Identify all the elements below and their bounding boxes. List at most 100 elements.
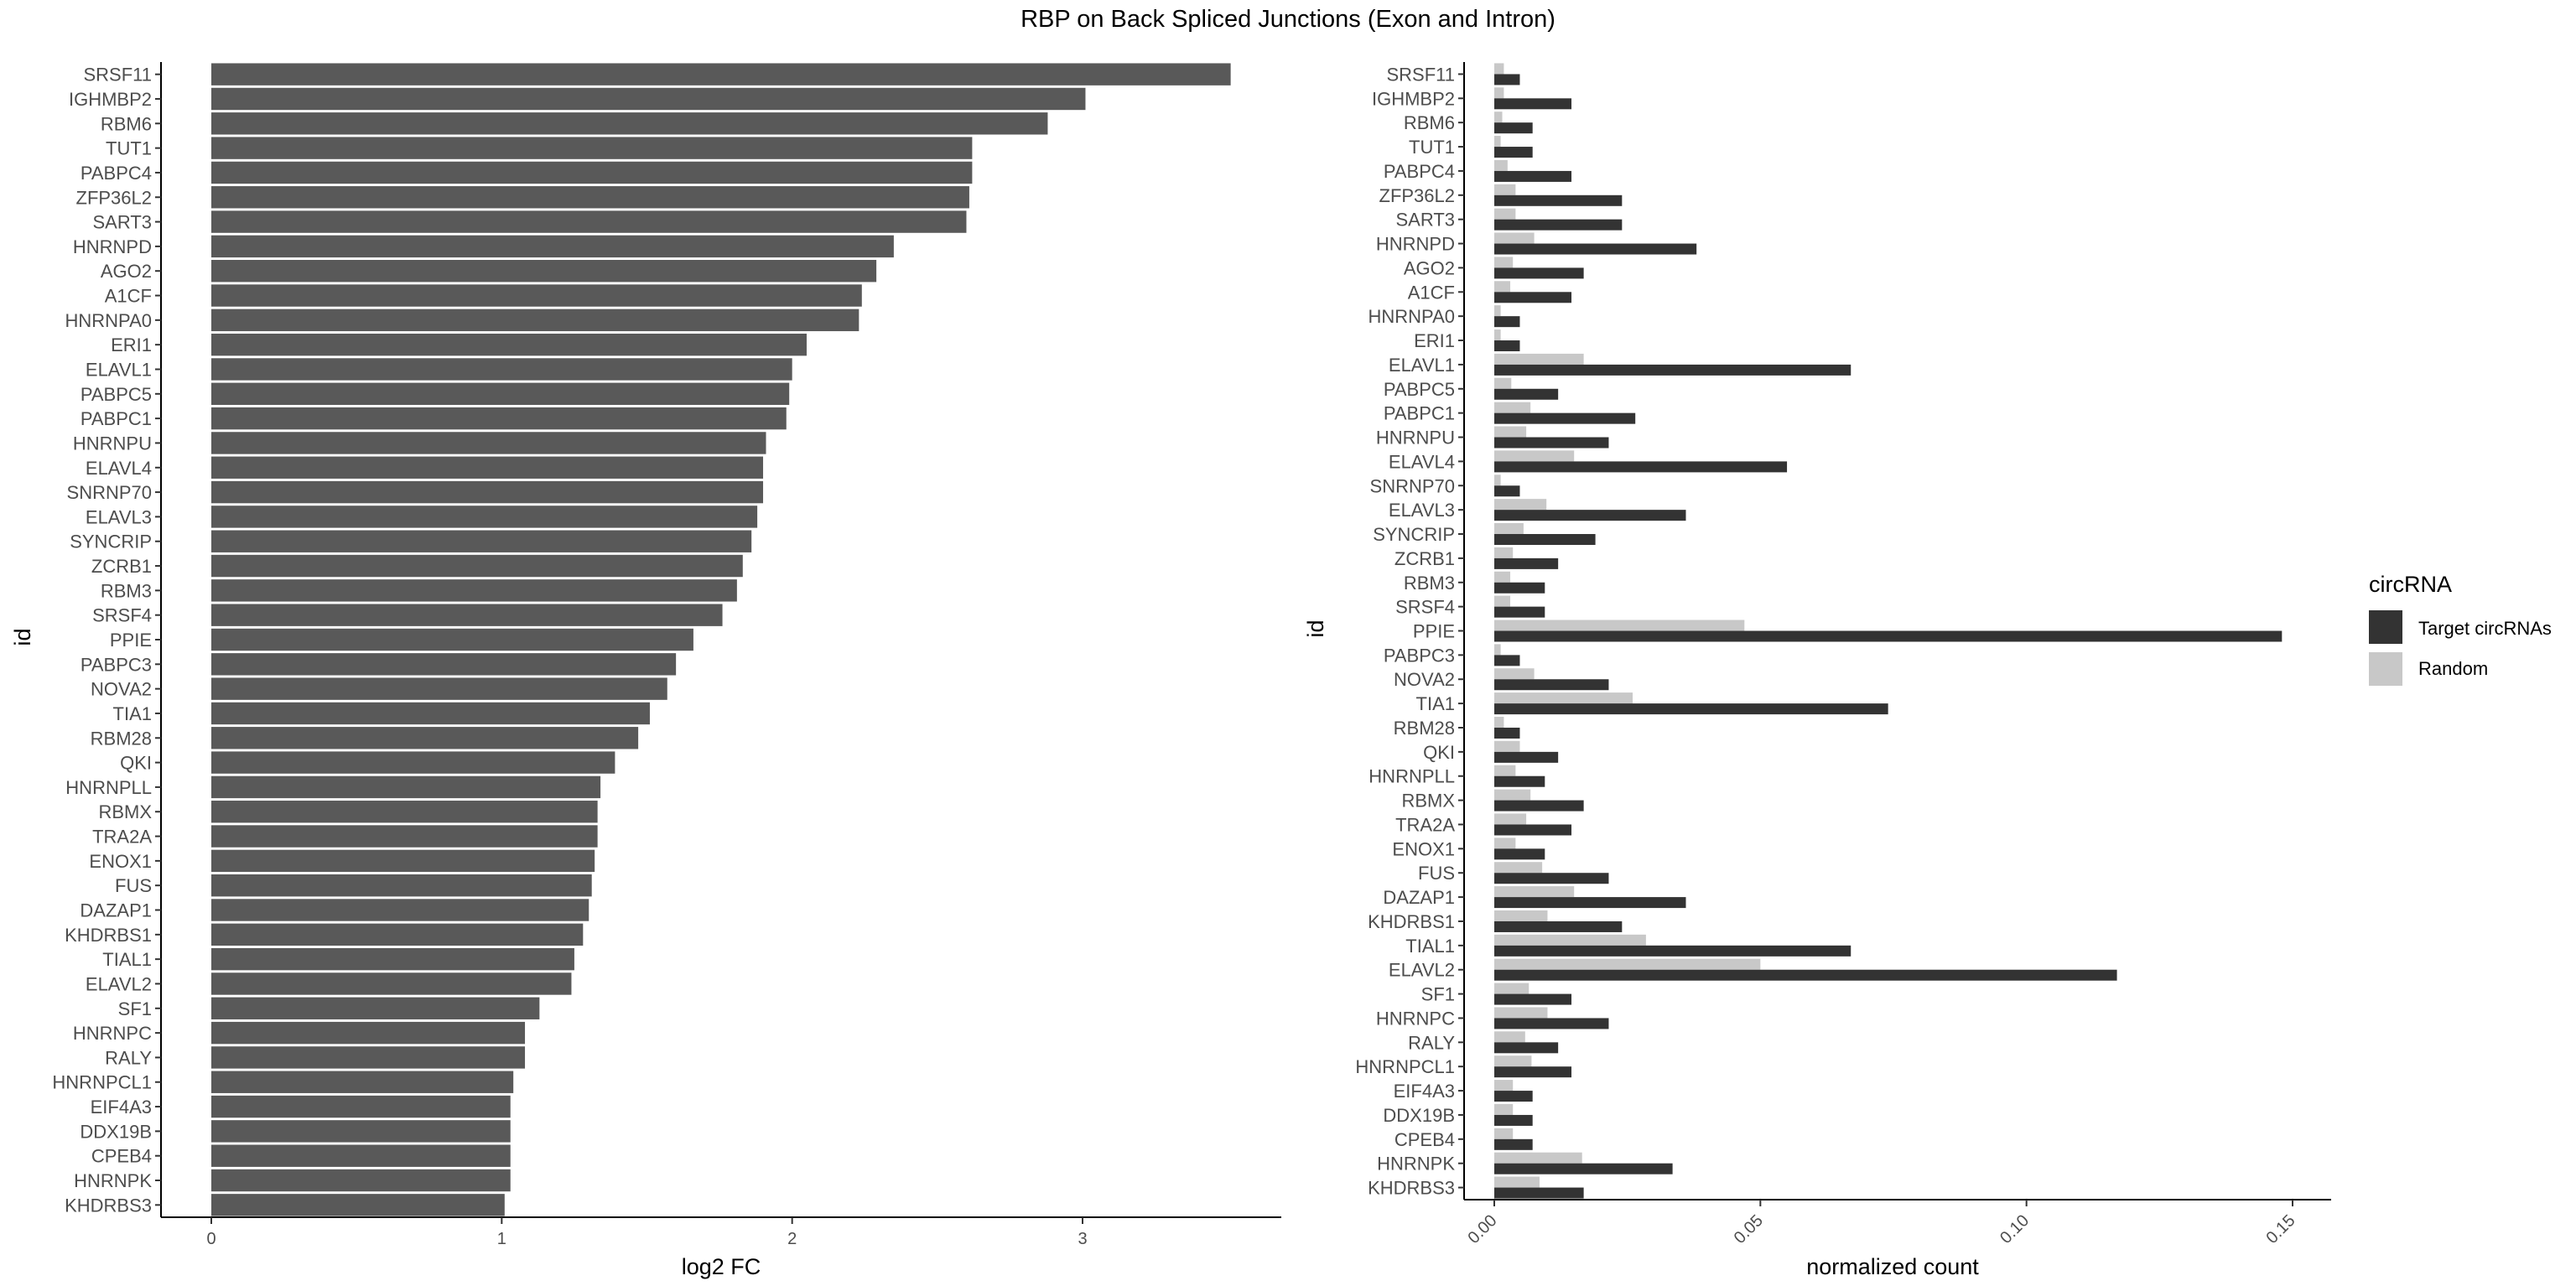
- bar-pabpc5: [211, 382, 790, 406]
- bar-enox1: [211, 849, 595, 873]
- bar-random-raly: [1494, 1031, 1525, 1043]
- y-tick-label-a1cf: A1CF: [105, 286, 152, 307]
- bar-random-cpeb4: [1494, 1128, 1514, 1139]
- bar-random-ago2: [1494, 257, 1514, 268]
- bar-random-pabpc3: [1494, 644, 1501, 656]
- bar-random-srsf11: [1494, 63, 1504, 75]
- bar-target-srsf11: [1494, 74, 1520, 86]
- bar-random-khdrbs1: [1494, 910, 1548, 921]
- bar-target-tial1: [1494, 945, 1852, 957]
- y-tick-label-tut1: TUT1: [1409, 137, 1455, 158]
- bar-random-hnrnpa0: [1494, 305, 1501, 317]
- bar-syncrip: [211, 530, 752, 552]
- bar-random-pabpc5: [1494, 377, 1512, 389]
- y-tick-label-a1cf: A1CF: [1408, 282, 1455, 303]
- bar-target-elavl2: [1494, 969, 2117, 981]
- bar-ppie: [211, 628, 693, 651]
- bar-hnrnpk: [211, 1169, 511, 1192]
- y-tick-label-zfp36l2: ZFP36L2: [1379, 185, 1456, 206]
- bar-random-tut1: [1494, 136, 1501, 148]
- left-panel: id log2 FC SRSF11 IGHMBP2 RBM6 TUT1 PABPC4 ZF…: [10, 62, 1281, 1279]
- bar-target-qki: [1494, 751, 1559, 763]
- bar-target-tra2a: [1494, 824, 1572, 836]
- bar-target-elavl1: [1494, 364, 1852, 376]
- bar-target-pabpc5: [1494, 388, 1559, 400]
- bar-random-hnrnpll: [1494, 765, 1516, 776]
- bar-a1cf: [211, 284, 862, 307]
- legend-label-target: Target circRNAs: [2418, 618, 2552, 639]
- bar-random-eif4a3: [1494, 1080, 1514, 1092]
- bar-target-a1cf: [1494, 292, 1572, 303]
- y-tick-label-tra2a: TRA2A: [1395, 814, 1455, 835]
- y-tick-label-elavl1: ELAVL1: [1389, 355, 1455, 376]
- bar-target-hnrnpd: [1494, 243, 1697, 255]
- bar-target-syncrip: [1494, 534, 1596, 546]
- legend-key-target: [2369, 610, 2402, 644]
- y-tick-label-elavl1: ELAVL1: [86, 359, 152, 380]
- bar-target-dazap1: [1494, 897, 1686, 909]
- y-tick-label-sf1: SF1: [1421, 984, 1455, 1005]
- bar-random-ighmbp2: [1494, 87, 1504, 99]
- left-y-axis-title: id: [10, 628, 35, 646]
- y-tick-label-zcrb1: ZCRB1: [91, 556, 152, 577]
- y-tick-label-rbm28: RBM28: [1394, 718, 1455, 739]
- y-tick-label-syncrip: SYNCRIP: [1373, 524, 1455, 545]
- y-tick-label-pabpc5: PABPC5: [80, 384, 152, 405]
- bar-target-ighmbp2: [1494, 98, 1572, 110]
- bar-rbm6: [211, 112, 1048, 135]
- bar-ddx19b: [211, 1120, 511, 1143]
- bar-target-pabpc4: [1494, 170, 1572, 182]
- y-tick-label-ppie: PPIE: [110, 630, 152, 651]
- bar-snrnp70: [211, 480, 764, 504]
- bar-hnrnpa0: [211, 309, 860, 332]
- bar-target-eif4a3: [1494, 1091, 1533, 1102]
- y-tick-label-cpeb4: CPEB4: [91, 1146, 152, 1167]
- y-tick-label-nova2: NOVA2: [91, 679, 152, 700]
- y-tick-label-eri1: ERI1: [111, 334, 152, 355]
- y-tick-label-fus: FUS: [115, 875, 152, 896]
- y-tick-label-sart3: SART3: [1395, 210, 1455, 231]
- bar-random-hnrnpk: [1494, 1152, 1582, 1164]
- bar-target-cpeb4: [1494, 1138, 1533, 1150]
- bar-target-sf1: [1494, 993, 1572, 1005]
- bar-pabpc3: [211, 653, 677, 676]
- bar-target-rbmx: [1494, 800, 1584, 812]
- bar-random-hnrnpd: [1494, 232, 1535, 244]
- y-tick-label-elavl4: ELAVL4: [1389, 451, 1455, 472]
- bar-dazap1: [211, 899, 589, 921]
- bar-tra2a: [211, 825, 598, 848]
- y-tick-label-ighmbp2: IGHMBP2: [69, 89, 152, 110]
- bar-target-elavl3: [1494, 510, 1686, 521]
- bar-random-syncrip: [1494, 523, 1524, 535]
- y-tick-label-hnrnpll: HNRNPLL: [1368, 766, 1455, 787]
- y-tick-label-khdrbs3: KHDRBS3: [65, 1195, 152, 1216]
- bar-srsf4: [211, 604, 723, 626]
- y-tick-label-ighmbp2: IGHMBP2: [1372, 88, 1455, 109]
- y-tick-label-pabpc1: PABPC1: [1384, 403, 1455, 424]
- bar-target-rbm3: [1494, 582, 1545, 594]
- bar-hnrnpc: [211, 1021, 526, 1045]
- y-tick-label-cpeb4: CPEB4: [1394, 1129, 1455, 1150]
- bar-target-snrnp70: [1494, 485, 1520, 497]
- y-tick-label-srsf4: SRSF4: [1395, 597, 1455, 618]
- bar-target-zfp36l2: [1494, 194, 1623, 206]
- bar-random-ddx19b: [1494, 1103, 1514, 1115]
- y-tick-label-pabpc4: PABPC4: [80, 163, 152, 184]
- y-tick-label-raly: RALY: [105, 1047, 152, 1068]
- bar-target-zcrb1: [1494, 557, 1559, 569]
- y-tick-label-qki: QKI: [1423, 742, 1455, 763]
- bar-hnrnpu: [211, 432, 766, 454]
- bar-target-ago2: [1494, 267, 1584, 279]
- y-tick-label-pabpc3: PABPC3: [1384, 645, 1455, 666]
- y-tick-label-nova2: NOVA2: [1394, 669, 1455, 690]
- y-tick-label-hnrnpk: HNRNPK: [74, 1170, 152, 1191]
- x-tick-label: 0.05: [1731, 1211, 1767, 1247]
- y-tick-label-fus: FUS: [1418, 863, 1455, 884]
- bar-random-pabpc1: [1494, 402, 1531, 413]
- y-tick-label-eif4a3: EIF4A3: [1394, 1081, 1455, 1102]
- bar-elavl1: [211, 358, 792, 381]
- x-tick-label: 0.10: [1997, 1211, 2033, 1247]
- bar-elavl4: [211, 456, 764, 479]
- y-tick-label-enox1: ENOX1: [1392, 838, 1455, 859]
- chart-title: RBP on Back Spliced Junctions (Exon and …: [1021, 6, 1555, 33]
